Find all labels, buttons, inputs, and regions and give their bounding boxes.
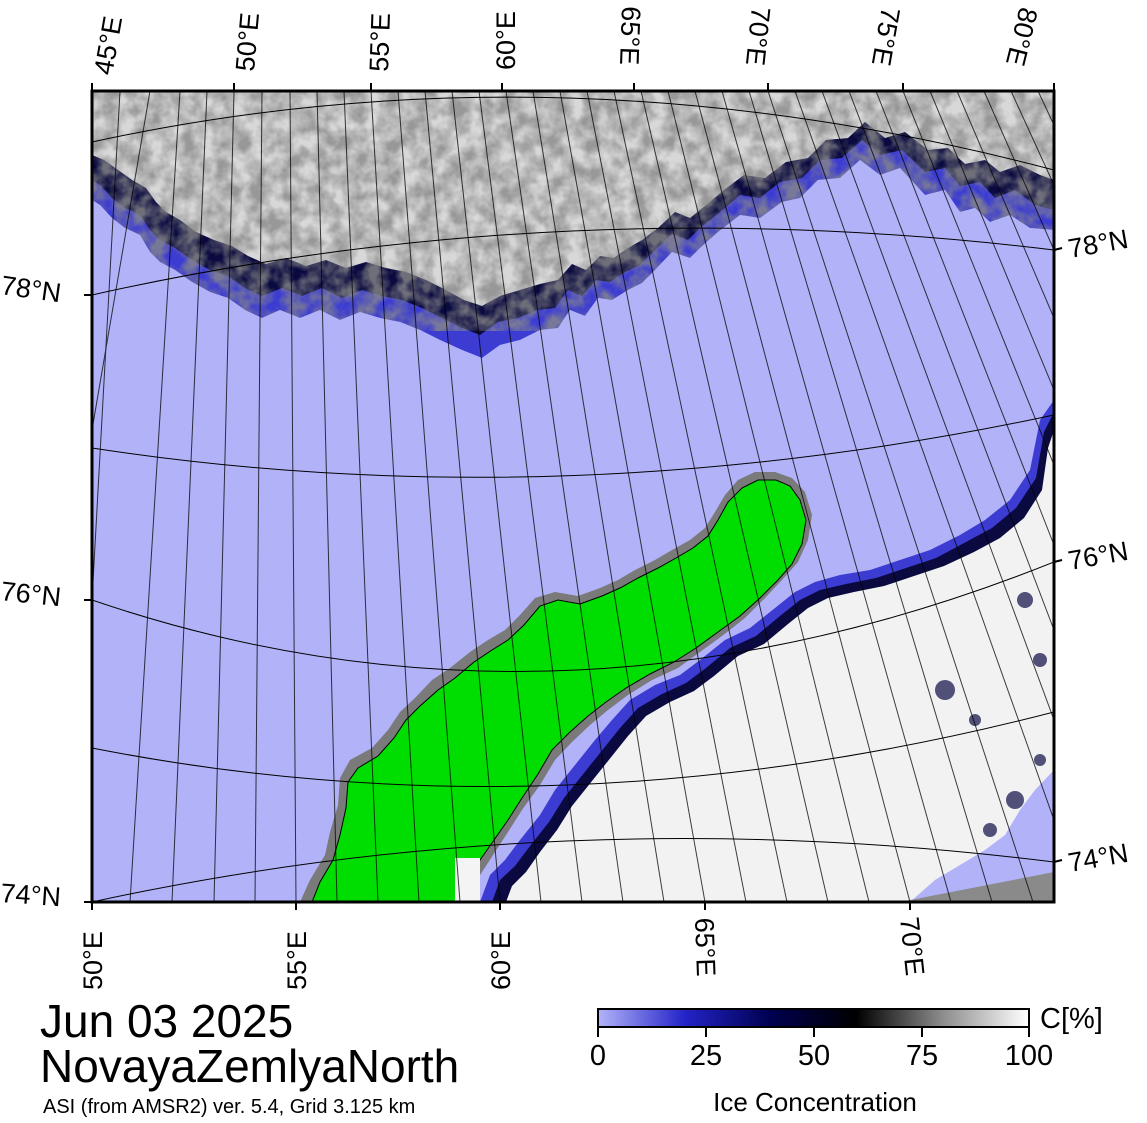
right-lat-label-76: 76°N bbox=[1066, 536, 1131, 576]
bottom-lon-label-50: 50°E bbox=[78, 931, 108, 990]
frame-ticks bbox=[84, 83, 1063, 910]
source-line: ASI (from AMSR2) ver. 5.4, Grid 3.125 km bbox=[43, 1096, 416, 1118]
colorbar-unit: C[%] bbox=[1040, 1003, 1103, 1035]
top-lon-label-80: 80°E bbox=[1000, 5, 1043, 69]
colorbar-tick bbox=[813, 1028, 815, 1037]
colorbar-label-50: 50 bbox=[797, 1040, 831, 1072]
date-title: Jun 03 2025 bbox=[40, 995, 294, 1047]
bottom-lon-label-65: 65°E bbox=[689, 917, 721, 977]
top-lon-label-45: 45°E bbox=[88, 14, 128, 77]
colorbar-title: Ice Concentration bbox=[713, 1087, 917, 1117]
longitude-lines bbox=[92, 91, 1054, 902]
se-no-data bbox=[900, 872, 1054, 902]
colorbar-tick bbox=[1028, 1028, 1030, 1037]
kara-ice-body bbox=[506, 430, 1054, 902]
top-lon-label-65: 65°E bbox=[614, 6, 646, 66]
left-lat-label-78: 78°N bbox=[0, 270, 63, 308]
map-frame bbox=[90, 89, 1056, 904]
colorbar-label-0: 0 bbox=[589, 1040, 607, 1072]
bottom-lon-label-60: 60°E bbox=[486, 931, 516, 990]
left-lat-label-74: 74°N bbox=[0, 878, 62, 912]
colorbar-tick bbox=[597, 1028, 599, 1037]
ice-concentration-map: 45°E 50°E 55°E 60°E 65°E 70°E 75°E 80°E … bbox=[0, 5, 1131, 990]
colorbar-label-100: 100 bbox=[1004, 1040, 1054, 1072]
left-lat-label-76: 76°N bbox=[0, 576, 63, 612]
bottom-lon-label-55: 55°E bbox=[282, 931, 312, 990]
colorbar-tick bbox=[921, 1028, 923, 1037]
novaya-zemlya-land bbox=[311, 479, 807, 902]
colorbar-tick bbox=[705, 1028, 707, 1037]
bottom-lon-label-70: 70°E bbox=[894, 915, 930, 977]
top-lon-label-55: 55°E bbox=[364, 12, 396, 72]
top-lon-label-60: 60°E bbox=[491, 11, 521, 70]
top-lon-label-70: 70°E bbox=[740, 5, 776, 67]
north-ice-texture-mask bbox=[92, 160, 1054, 420]
se-open-water bbox=[910, 770, 1054, 902]
right-lat-label-78: 78°N bbox=[1066, 224, 1131, 264]
right-lat-label-74: 74°N bbox=[1066, 838, 1131, 878]
colorbar-label-75: 75 bbox=[905, 1040, 939, 1072]
region-title: NovayaZemlyaNorth bbox=[40, 1040, 460, 1092]
top-lon-label-75: 75°E bbox=[866, 5, 906, 68]
latitude-lines bbox=[92, 96, 1054, 902]
colorbar-label-25: 25 bbox=[689, 1040, 723, 1072]
top-lon-label-50: 50°E bbox=[230, 11, 265, 72]
colorbar bbox=[597, 1008, 1030, 1028]
